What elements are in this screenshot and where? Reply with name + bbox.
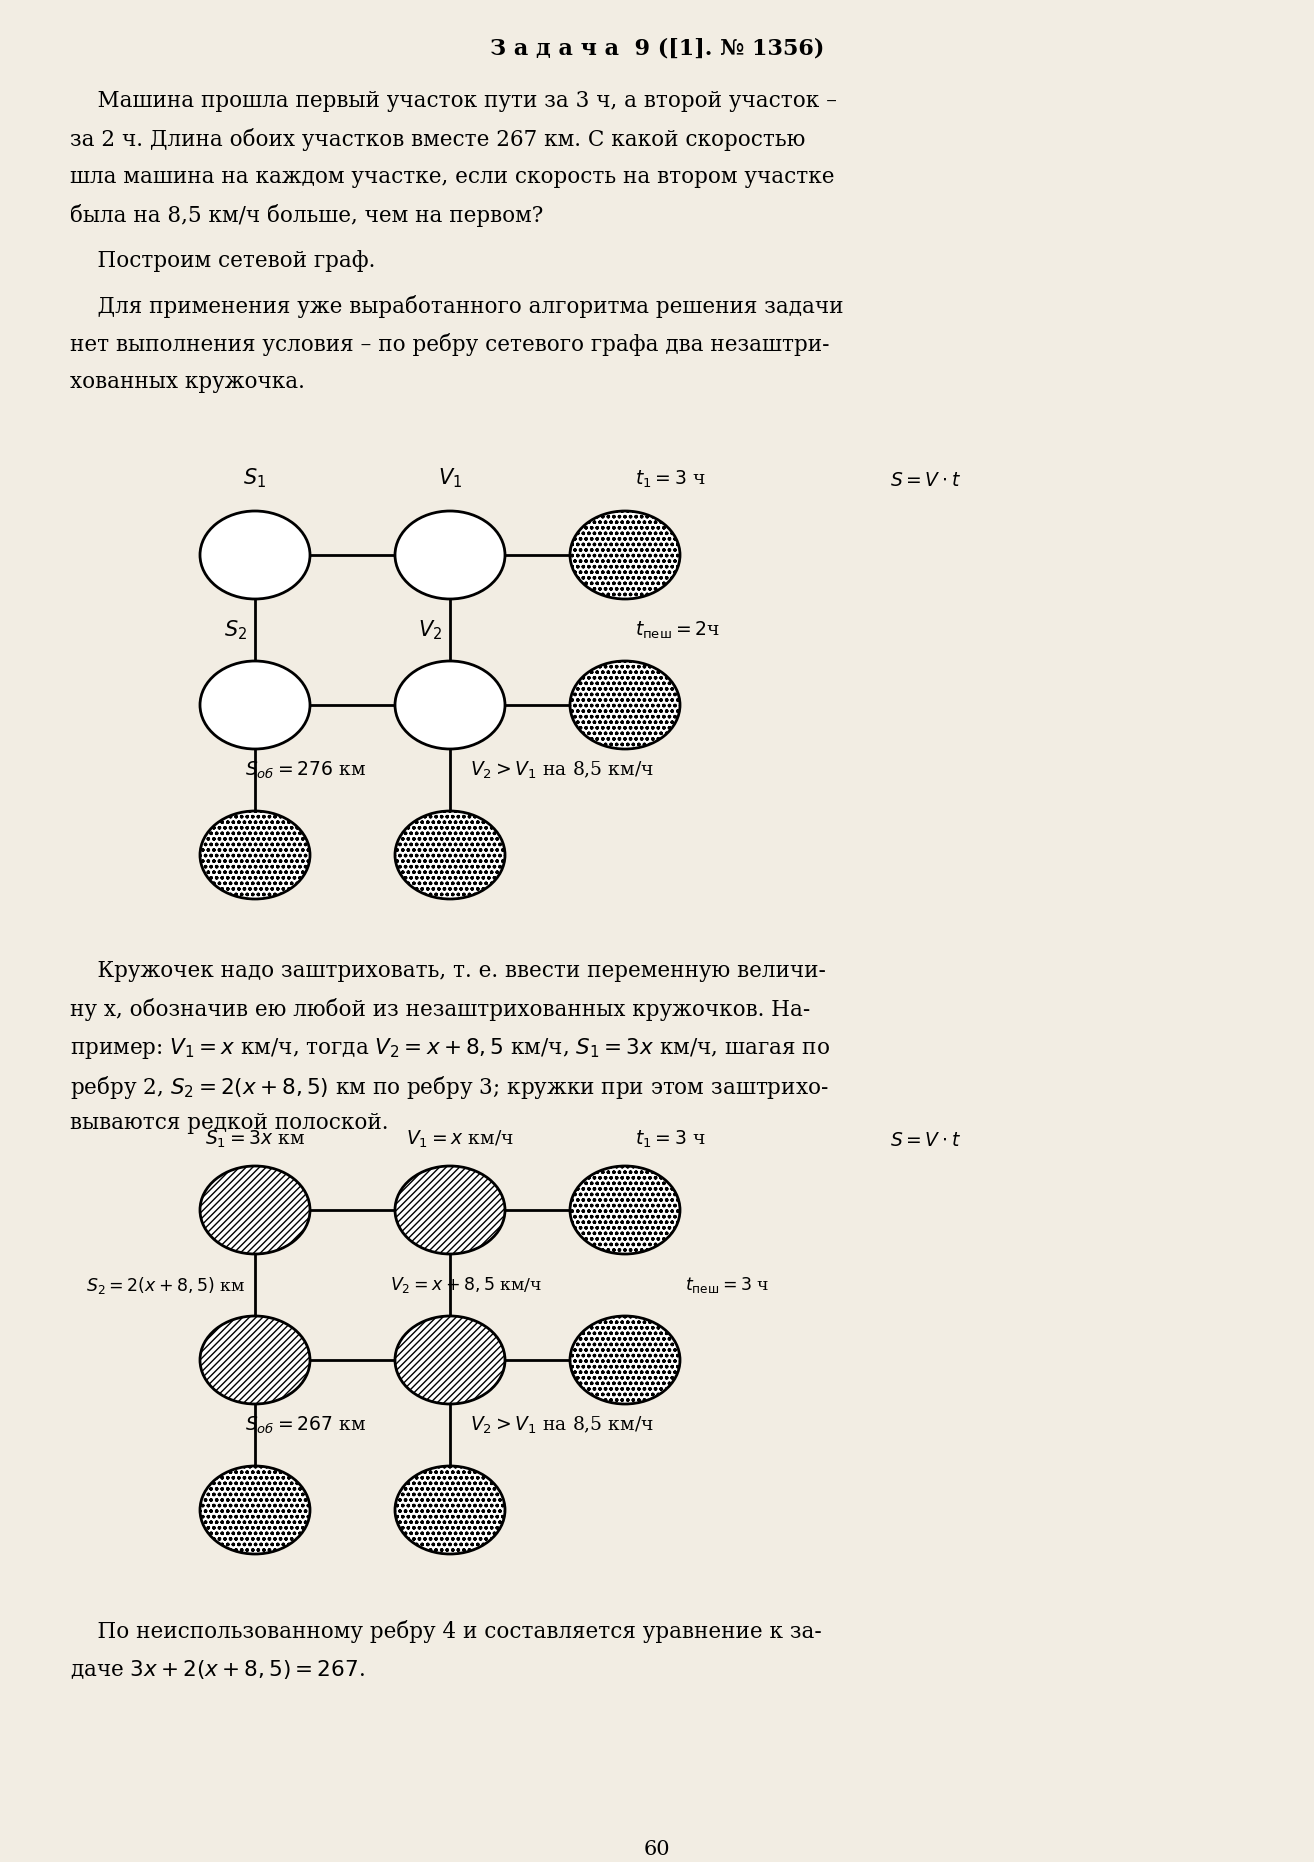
Text: 60: 60 [644, 1840, 670, 1858]
Ellipse shape [570, 661, 681, 749]
Text: хованных кружочка.: хованных кружочка. [70, 371, 305, 393]
Ellipse shape [396, 1316, 505, 1404]
Text: $V_2 > V_1$ на 8,5 км/ч: $V_2 > V_1$ на 8,5 км/ч [470, 1415, 654, 1436]
Text: $S_1 = 3x$ км: $S_1 = 3x$ км [205, 1128, 305, 1151]
Text: $S_2 = 2(x + 8,5)$ км: $S_2 = 2(x + 8,5)$ км [85, 1274, 244, 1296]
Text: Построим сетевой граф.: Построим сетевой граф. [70, 250, 376, 272]
Text: $S_{об} = 267$ км: $S_{об} = 267$ км [244, 1415, 367, 1436]
Text: $t_{\text{пеш}} = 3$ ч: $t_{\text{пеш}} = 3$ ч [685, 1275, 769, 1294]
Ellipse shape [570, 1316, 681, 1404]
Text: шла машина на каждом участке, если скорость на втором участке: шла машина на каждом участке, если скоро… [70, 166, 834, 188]
Text: $V_2 = x + 8,5$ км/ч: $V_2 = x + 8,5$ км/ч [390, 1275, 543, 1294]
Text: $S_1$: $S_1$ [243, 466, 267, 490]
Text: ребру 2, $S_2 = 2(x + 8,5)$ км по ребру 3; кружки при этом заштрихо-: ребру 2, $S_2 = 2(x + 8,5)$ км по ребру … [70, 1074, 828, 1100]
Text: $S_2$: $S_2$ [223, 618, 247, 642]
Ellipse shape [200, 1166, 310, 1253]
Ellipse shape [396, 510, 505, 600]
Text: $t_{\text{пеш}} = 2$ч: $t_{\text{пеш}} = 2$ч [635, 620, 720, 641]
Ellipse shape [570, 1166, 681, 1253]
Text: вываются редкой полоской.: вываются редкой полоской. [70, 1112, 389, 1134]
Text: $S = V \cdot t$: $S = V \cdot t$ [890, 471, 961, 490]
Ellipse shape [200, 812, 310, 899]
Text: даче $3x + 2(x + 8,5) = 267$.: даче $3x + 2(x + 8,5) = 267$. [70, 1657, 365, 1681]
Text: Машина прошла первый участок пути за 3 ч, а второй участок –: Машина прошла первый участок пути за 3 ч… [70, 89, 837, 112]
Text: за 2 ч. Длина обоих участков вместе 267 км. С какой скоростью: за 2 ч. Длина обоих участков вместе 267 … [70, 128, 805, 151]
Text: пример: $V_1 = x$ км/ч, тогда $V_2 = x + 8,5$ км/ч, $S_1 = 3x$ км/ч, шагая по: пример: $V_1 = x$ км/ч, тогда $V_2 = x +… [70, 1035, 830, 1061]
Text: $V_2 > V_1$ на 8,5 км/ч: $V_2 > V_1$ на 8,5 км/ч [470, 760, 654, 782]
Text: Для применения уже выработанного алгоритма решения задачи: Для применения уже выработанного алгорит… [70, 294, 844, 318]
Ellipse shape [396, 812, 505, 899]
Ellipse shape [200, 1316, 310, 1404]
Ellipse shape [200, 661, 310, 749]
Text: По неиспользованному ребру 4 и составляется уравнение к за-: По неиспользованному ребру 4 и составляе… [70, 1620, 821, 1642]
Ellipse shape [396, 661, 505, 749]
Text: $t_1 = 3$ ч: $t_1 = 3$ ч [635, 469, 706, 490]
Text: ну x, обозначив ею любой из незаштрихованных кружочков. На-: ну x, обозначив ею любой из незаштрихова… [70, 998, 811, 1020]
Ellipse shape [200, 510, 310, 600]
Ellipse shape [396, 1166, 505, 1253]
Ellipse shape [396, 1465, 505, 1555]
Text: $S = V \cdot t$: $S = V \cdot t$ [890, 1132, 961, 1151]
Text: $t_1 = 3$ ч: $t_1 = 3$ ч [635, 1128, 706, 1151]
Text: $V_1$: $V_1$ [438, 466, 463, 490]
Text: была на 8,5 км/ч больше, чем на первом?: была на 8,5 км/ч больше, чем на первом? [70, 205, 543, 227]
Text: $S_{об} = 276$ км: $S_{об} = 276$ км [244, 760, 367, 782]
Text: З а д а ч а  9 ([1]. № 1356): З а д а ч а 9 ([1]. № 1356) [490, 37, 824, 60]
Ellipse shape [570, 510, 681, 600]
Ellipse shape [200, 1465, 310, 1555]
Text: $V_2$: $V_2$ [418, 618, 442, 642]
Text: $V_1 = x$ км/ч: $V_1 = x$ км/ч [406, 1128, 514, 1151]
Text: нет выполнения условия – по ребру сетевого графа два незаштри-: нет выполнения условия – по ребру сетево… [70, 333, 829, 356]
Text: Кружочек надо заштриховать, т. е. ввести переменную величи-: Кружочек надо заштриховать, т. е. ввести… [70, 961, 827, 981]
